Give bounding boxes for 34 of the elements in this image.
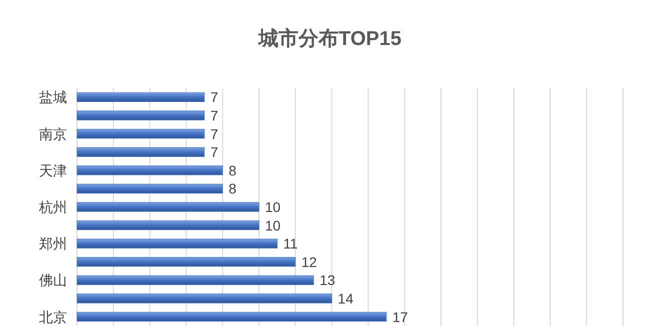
bar (76, 202, 260, 212)
bar (76, 220, 260, 230)
data-label: 10 (265, 198, 281, 215)
y-tick-label: 天津 (39, 162, 67, 178)
y-tick-label: 盐城 (39, 89, 67, 106)
chart-title: 城市分布TOP15 (258, 27, 402, 50)
bar (76, 312, 387, 322)
y-tick-label: 北京 (39, 308, 67, 325)
bar (76, 184, 223, 194)
data-label: 10 (265, 217, 281, 234)
data-label: 14 (338, 290, 354, 306)
bar (76, 294, 332, 304)
y-tick-label: 南京 (39, 126, 67, 142)
data-label: 11 (283, 236, 298, 252)
bar (76, 147, 205, 157)
y-tick-label: 郑州 (39, 236, 67, 252)
y-tick-label: 佛山 (39, 272, 67, 288)
bar (76, 128, 205, 139)
bar (76, 166, 223, 176)
data-label: 7 (210, 126, 218, 142)
bar (76, 92, 205, 102)
data-label: 17 (392, 308, 408, 325)
bar (76, 257, 296, 267)
bar (76, 238, 278, 248)
data-label: 7 (210, 144, 218, 160)
data-label: 7 (210, 107, 218, 124)
data-label: 8 (228, 180, 237, 197)
data-label: 8 (228, 162, 237, 178)
data-label: 7 (210, 89, 218, 106)
bar (76, 110, 205, 120)
y-tick-label: 杭州 (38, 198, 67, 215)
data-label: 12 (301, 254, 318, 270)
data-label: 13 (320, 272, 336, 288)
bar (76, 275, 314, 285)
